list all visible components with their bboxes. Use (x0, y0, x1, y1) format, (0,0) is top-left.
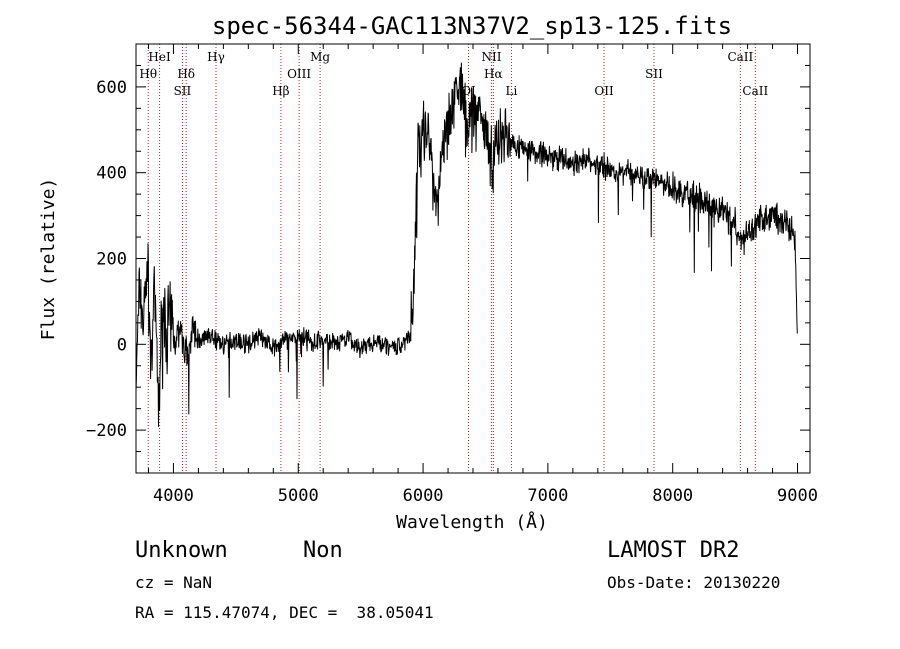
marker-label: OII (594, 84, 614, 98)
marker-label: CaII (727, 50, 753, 64)
marker-label: SII (174, 84, 192, 98)
chart-title: spec-56344-GAC113N37V2_sp13-125.fits (212, 12, 732, 40)
marker-label: SII (645, 67, 663, 81)
x-tick-label: 6000 (403, 486, 444, 506)
y-tick-label: 200 (96, 250, 127, 270)
x-axis-label: Wavelength (Å) (396, 511, 548, 533)
coordinates-text: RA = 115.47074, DEC = 38.05041 (135, 603, 434, 622)
marker-label: OIII (287, 67, 311, 81)
y-tick-label: 400 (96, 164, 127, 184)
redshift-text: cz = NaN (135, 573, 213, 592)
y-tick-label: 600 (96, 78, 127, 98)
x-axis-ticks: 4000 5000 6000 7000 8000 9000 (147, 44, 818, 506)
object-subclass: Non (303, 538, 343, 563)
y-axis-ticks: −200 0 200 400 600 (86, 43, 810, 474)
marker-label: Hβ (272, 84, 289, 98)
spectrum-line (135, 62, 798, 427)
marker-label: CaII (742, 84, 768, 98)
x-tick-label: 9000 (777, 486, 818, 506)
marker-label: Hγ (207, 50, 225, 64)
y-tick-label: −200 (86, 421, 127, 441)
x-tick-label: 8000 (652, 486, 693, 506)
object-class: Unknown (135, 538, 228, 563)
x-tick-label: 4000 (153, 486, 194, 506)
marker-label: Hθ (139, 67, 157, 81)
x-tick-label: 5000 (278, 486, 319, 506)
marker-label: Hα (484, 67, 503, 81)
y-tick-label: 0 (117, 335, 127, 355)
marker-label: Li (506, 84, 518, 98)
marker-label: Hδ (177, 67, 195, 81)
marker-label: NII (481, 50, 501, 64)
marker-label: HeI (148, 50, 171, 64)
survey-name: LAMOST DR2 (607, 538, 740, 563)
marker-label: Mg (310, 50, 330, 64)
x-tick-label: 7000 (527, 486, 568, 506)
obs-date-text: Obs-Date: 20130220 (607, 573, 781, 592)
y-axis-label: Flux (relative) (38, 178, 59, 341)
